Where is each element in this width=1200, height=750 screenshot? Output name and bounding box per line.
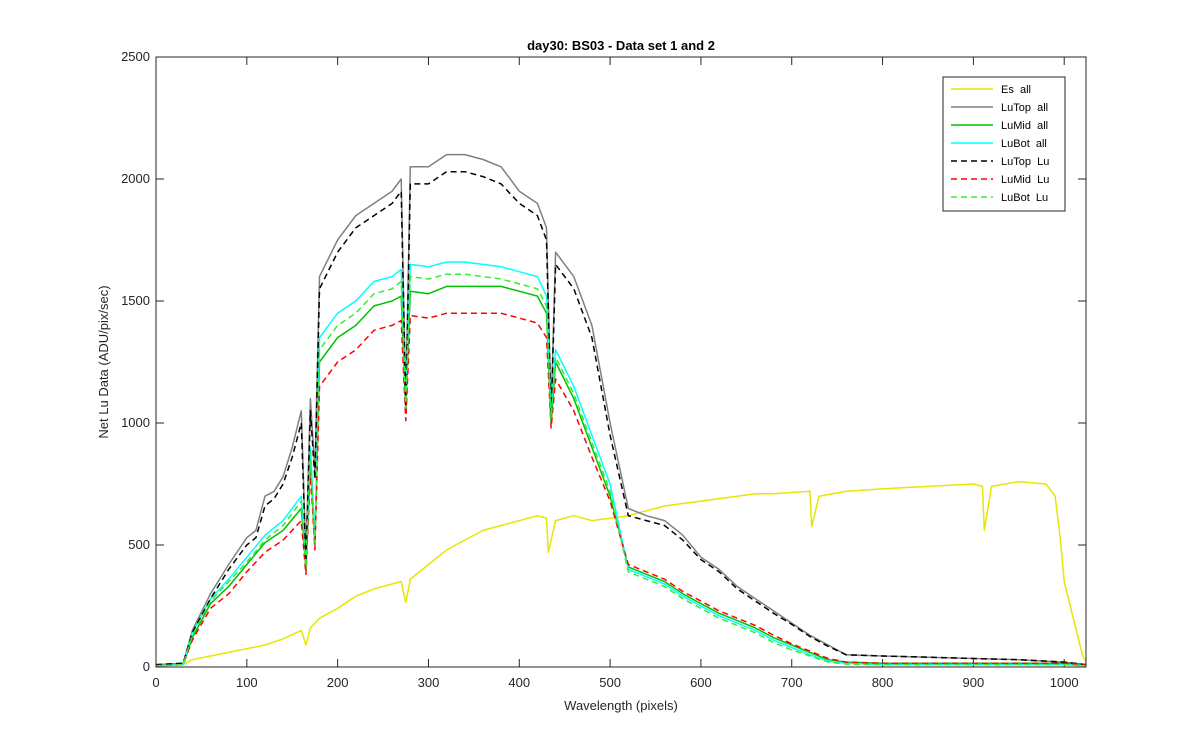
x-tick-label: 0 (152, 675, 159, 690)
series-line-5 (155, 312, 1087, 667)
legend: Es all LuTop all LuMid all LuBot all LuTop L… (942, 76, 1066, 212)
legend-label: LuMid Lu (1001, 174, 1049, 186)
plot-area (156, 57, 1086, 667)
x-axis-label: Wavelength (pixels) (564, 698, 678, 713)
x-tick-label: 1000 (1050, 675, 1079, 690)
y-tick-label: 2500 (121, 49, 150, 64)
x-tick-label: 400 (508, 675, 530, 690)
legend-label: LuTop all (1001, 102, 1048, 114)
y-tick-label: 500 (128, 537, 150, 552)
y-axis-label: Net Lu Data (ADU/pix/sec) (96, 285, 111, 438)
legend-label: LuMid all (1001, 120, 1048, 132)
legend-label: LuTop Lu (1001, 156, 1049, 168)
x-tick-label: 100 (236, 675, 258, 690)
x-tick-label: 900 (963, 675, 985, 690)
plot-frame (155, 56, 1087, 668)
x-tick-label: 800 (872, 675, 894, 690)
legend-label: LuBot Lu (1001, 192, 1048, 204)
axis-ticks: 0 100 200 300 400 500 600 700 800 900 1000 0 500 1000… (121, 49, 1086, 690)
chart-title: day30: BS03 - Data set 1 and 2 (527, 38, 715, 53)
x-tick-label: 700 (781, 675, 803, 690)
x-tick-label: 500 (599, 675, 621, 690)
series-line-4 (155, 170, 1087, 666)
series-lines (155, 153, 1087, 667)
x-tick-label: 600 (690, 675, 712, 690)
legend-label: Es all (1001, 84, 1031, 96)
x-tick-label: 200 (327, 675, 349, 690)
series-line-1 (155, 153, 1087, 666)
y-tick-label: 1500 (121, 293, 150, 308)
series-line-0 (155, 480, 1087, 667)
legend-label: LuBot all (1001, 138, 1047, 150)
legend-box (942, 76, 1066, 212)
series-line-6 (155, 273, 1087, 667)
y-tick-label: 1000 (121, 415, 150, 430)
y-tick-label: 0 (143, 659, 150, 674)
y-tick-label: 2000 (121, 171, 150, 186)
x-tick-label: 300 (418, 675, 440, 690)
